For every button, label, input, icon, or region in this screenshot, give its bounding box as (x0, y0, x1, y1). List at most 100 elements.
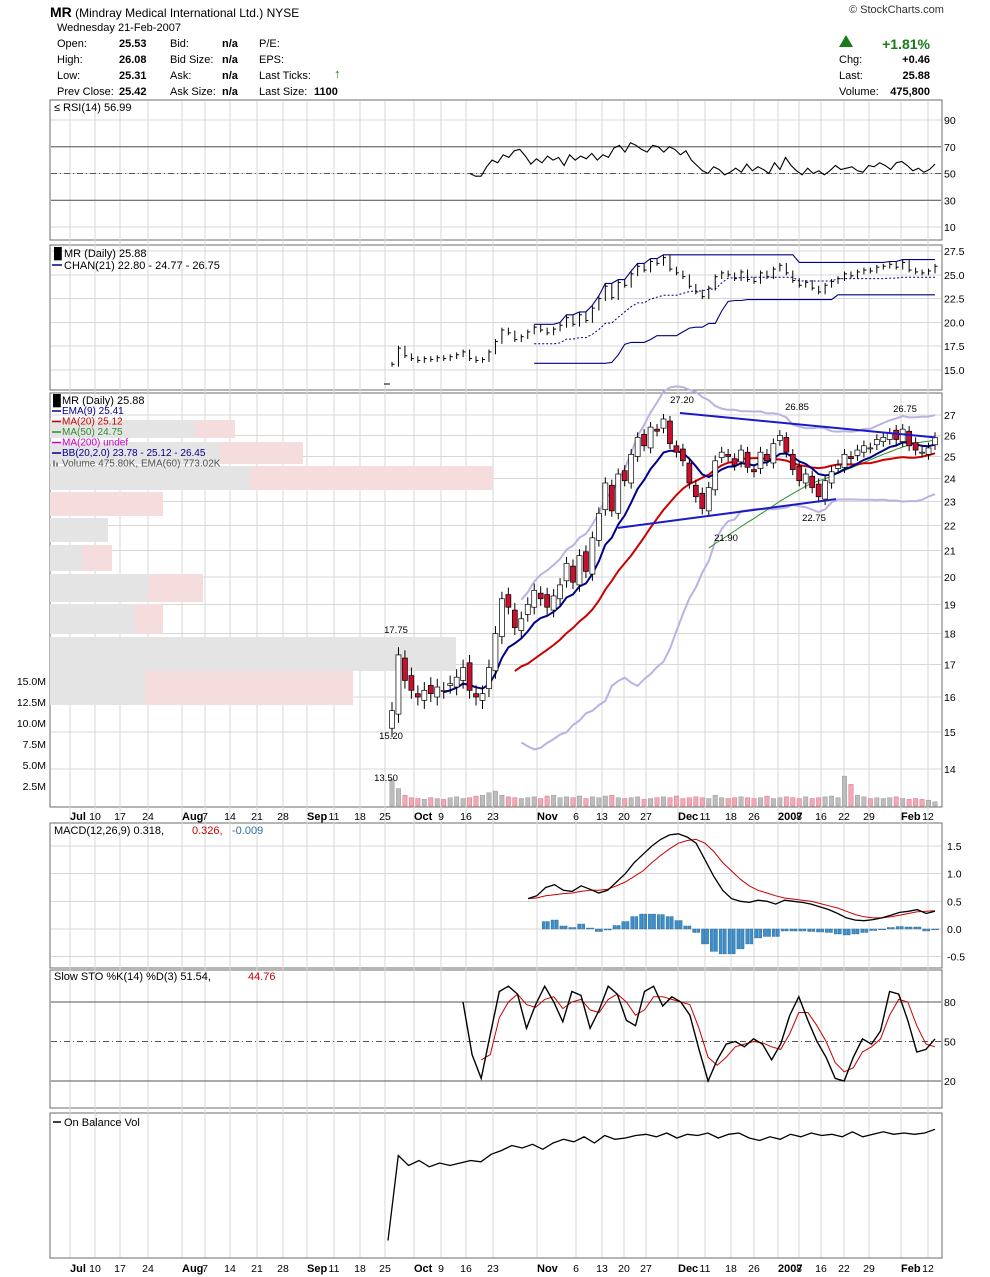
candle-body (466, 662, 473, 691)
candle-body (705, 487, 712, 512)
stochastic-label: Slow STO %K(14) %D(3) 51.54, (54, 971, 211, 983)
x-axis-label: 8 (796, 1263, 802, 1275)
volume-tick: 5.0M (23, 760, 46, 772)
prev-close-value: 25.42 (119, 86, 147, 98)
last-label: Last: (839, 70, 863, 82)
x-axis-label: 13 (596, 1263, 608, 1275)
vbp-bar (50, 518, 108, 542)
channel-legend-label: CHAN(21) 22.80 - 24.77 - 26.75 (64, 260, 220, 272)
volume-bar (408, 797, 414, 807)
candle-body (751, 469, 757, 473)
volume-bar (699, 797, 705, 807)
vbp-bar (250, 466, 493, 490)
macd-hist-bar (731, 928, 736, 955)
volume-bar (596, 797, 602, 807)
macd-hist-bar (603, 928, 608, 931)
price-annotation: 27.20 (670, 395, 694, 406)
source-credit[interactable]: © StockCharts.com (849, 4, 944, 16)
volume-bar (648, 798, 654, 807)
x-axis-label: 26 (748, 811, 760, 823)
candle-body (718, 451, 725, 458)
x-axis-label: 25 (379, 1263, 391, 1275)
volume-bar (913, 798, 919, 807)
volume-legend-icon (53, 460, 55, 467)
macd-hist-bar (922, 928, 927, 932)
macd-hist-bar (621, 921, 626, 930)
candle-body (505, 594, 512, 608)
x-axis-label: 24 (142, 1263, 154, 1275)
macd-hist-value: -0.009 (232, 825, 263, 837)
x-axis-label: 6 (573, 811, 579, 823)
macd-tick: 1.0 (947, 869, 962, 881)
volume-bar (480, 794, 485, 807)
x-axis-label: 18 (725, 1263, 737, 1275)
pe-label: P/E: (259, 38, 280, 50)
macd-hist-bar (772, 928, 776, 937)
price-tick: 23 (944, 496, 956, 508)
volume-bar (880, 798, 886, 807)
main-legend: █ MR (Daily) 25.88 (53, 393, 145, 408)
price-tick: 25 (944, 451, 956, 463)
x-axis-label: Sep (307, 811, 327, 823)
channel-tick: 27.5 (944, 246, 965, 258)
last-ticks-label: Last Ticks: (259, 70, 311, 82)
macd-hist-bar (710, 928, 714, 952)
macd-hist-bar (882, 928, 886, 931)
x-axis-label: 20 (618, 1263, 630, 1275)
macd-hist-bar (550, 919, 555, 930)
price-tick: 24 (944, 473, 956, 485)
macd-tick: -0.5 (947, 952, 965, 964)
candle-body (815, 483, 822, 498)
candle-body (447, 683, 454, 686)
macd-hist-bar (899, 926, 904, 930)
price-tick: 14 (944, 764, 956, 776)
rsi-chart (51, 141, 941, 201)
ask-size-label: Ask Size: (170, 86, 216, 98)
macd-hist-bar (661, 914, 665, 930)
price-annotation: 26.85 (785, 402, 809, 413)
candle-body (686, 462, 693, 484)
volume-bar (577, 795, 582, 807)
x-axis-label: Oct (414, 811, 433, 823)
macd-hist-bar (687, 925, 692, 930)
candle-body (789, 453, 796, 470)
candle-body (660, 418, 667, 429)
x-axis-label: 22 (838, 1263, 850, 1275)
macd-hist-bar (917, 926, 922, 930)
candle-body (621, 470, 628, 482)
volume-bar (499, 794, 505, 807)
candle-body (499, 598, 505, 637)
rsi-legend-icon: ≤ (54, 102, 60, 114)
macd-label: MACD(12,26,9) 0.318, (54, 825, 164, 837)
obv-chart (387, 1128, 936, 1241)
last-value: 25.88 (902, 70, 930, 82)
macd-hist-bar (749, 928, 754, 945)
x-axis-label: 18 (354, 811, 366, 823)
macd-hist-bar (705, 928, 709, 945)
volume-bar (900, 798, 906, 807)
macd-hist-bar (599, 928, 603, 932)
macd-hist-bar (895, 926, 900, 930)
candle-body (912, 442, 919, 451)
x-axis-label: Dec (678, 1263, 698, 1275)
channel-tick: 15.0 (944, 365, 965, 377)
candle-body (440, 689, 447, 692)
macd-hist-bar (625, 921, 630, 930)
candle-body (570, 565, 576, 583)
volume-bar (719, 797, 725, 807)
macd-hist-bar (846, 928, 851, 936)
volume-bar (725, 798, 731, 807)
volume-tick: 15.0M (17, 676, 46, 688)
candle-body (925, 447, 932, 455)
rsi-tick: 70 (944, 142, 956, 154)
macd-hist-bar (904, 926, 909, 930)
main-chart-icon: █ (53, 393, 61, 408)
candle-body (919, 451, 925, 454)
candle-body (421, 689, 428, 701)
macd-hist-bar (572, 927, 577, 930)
legend-entry: MA(20) 25.12 (62, 417, 123, 428)
candle-body (408, 675, 415, 691)
volume-bar (848, 784, 854, 807)
x-axis-label: 29 (863, 811, 875, 823)
volume-bar (738, 796, 744, 807)
